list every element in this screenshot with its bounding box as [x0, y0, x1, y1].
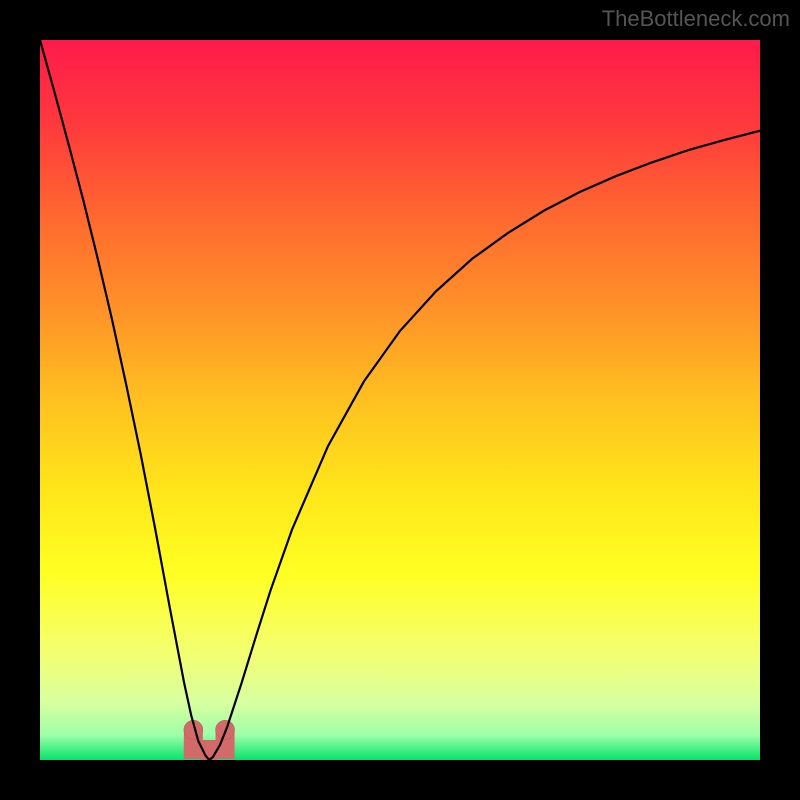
chart-frame: TheBottleneck.com	[0, 0, 800, 800]
plot-area	[40, 40, 760, 760]
gradient-background	[40, 40, 760, 760]
plot-svg	[40, 40, 760, 760]
watermark-text: TheBottleneck.com	[602, 6, 790, 32]
